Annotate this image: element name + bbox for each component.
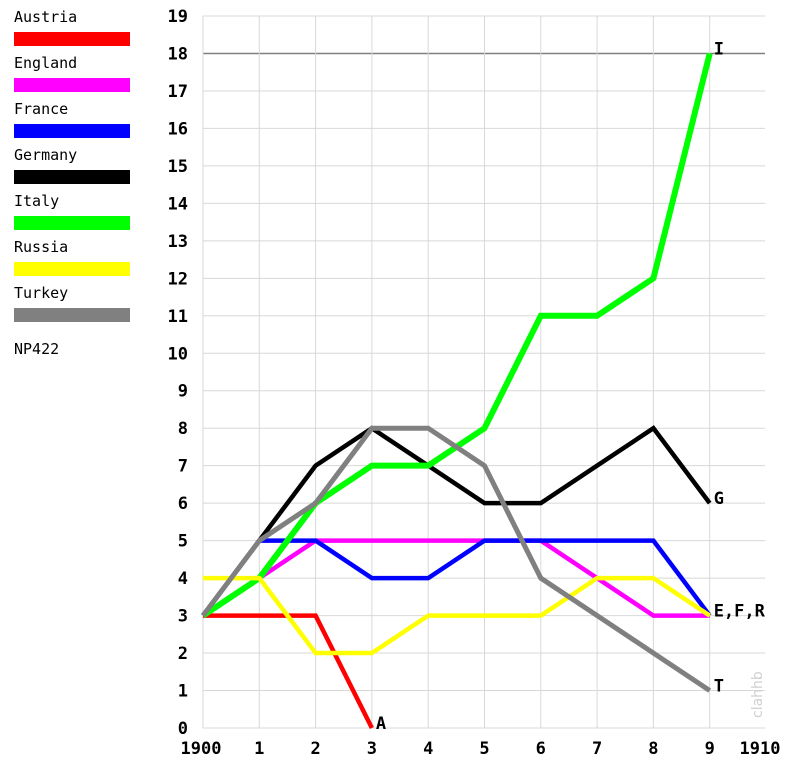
y-tick-label: 11 bbox=[168, 307, 188, 327]
x-tick-label: 6 bbox=[536, 739, 546, 759]
y-tick-label: 8 bbox=[178, 419, 188, 439]
legend-swatch bbox=[14, 124, 130, 138]
y-tick-label: 4 bbox=[178, 569, 188, 589]
x-tick-label: 1900 bbox=[181, 739, 222, 759]
series-end-label: E,F,R bbox=[714, 602, 766, 622]
legend-item-russia: Russia bbox=[14, 238, 134, 284]
y-tick-label: 2 bbox=[178, 644, 188, 664]
y-tick-label: 9 bbox=[178, 382, 188, 402]
y-tick-label: 6 bbox=[178, 494, 188, 514]
y-tick-label: 12 bbox=[168, 269, 188, 289]
y-tick-label: 17 bbox=[168, 82, 188, 102]
x-tick-label: 4 bbox=[423, 739, 433, 759]
series-end-label: A bbox=[376, 714, 386, 734]
y-tick-label: 0 bbox=[178, 719, 188, 739]
x-tick-label: 2 bbox=[310, 739, 320, 759]
legend-item-turkey: Turkey bbox=[14, 284, 134, 330]
y-tick-label: 19 bbox=[168, 7, 188, 27]
legend-swatch bbox=[14, 262, 130, 276]
legend-swatch bbox=[14, 32, 130, 46]
legend-swatch bbox=[14, 170, 130, 184]
chart-series bbox=[201, 52, 713, 730]
y-tick-label: 18 bbox=[168, 44, 188, 64]
series-line-austria bbox=[203, 613, 374, 730]
series-end-label: T bbox=[714, 677, 724, 697]
x-tick-label: 1 bbox=[254, 739, 264, 759]
legend-label: Russia bbox=[14, 238, 69, 256]
chart-grid bbox=[202, 15, 765, 729]
series-line-turkey bbox=[201, 425, 712, 693]
legend-label: Austria bbox=[14, 8, 78, 26]
legend-item-italy: Italy bbox=[14, 192, 134, 238]
x-tick-label: 7 bbox=[592, 739, 602, 759]
y-tick-label: 14 bbox=[168, 194, 188, 214]
legend: Austria England France Germany Italy Russia Tu… bbox=[14, 8, 134, 330]
y-tick-label: 7 bbox=[178, 457, 188, 477]
legend-label: Turkey bbox=[14, 284, 69, 302]
x-tick-label: 8 bbox=[648, 739, 658, 759]
y-tick-label: 1 bbox=[178, 682, 188, 702]
variant-label: NP422 bbox=[14, 340, 60, 358]
legend-label: Germany bbox=[14, 146, 78, 164]
x-axis-ticks: 1900 1 2 3 4 5 6 7 8 9 1910 bbox=[181, 739, 781, 759]
y-tick-label: 13 bbox=[168, 232, 188, 252]
legend-item-austria: Austria bbox=[14, 8, 134, 54]
y-tick-label: 10 bbox=[168, 344, 188, 364]
y-tick-label: 3 bbox=[178, 607, 188, 627]
legend-swatch bbox=[14, 308, 130, 322]
series-line-russia bbox=[203, 575, 711, 656]
series-line-germany bbox=[201, 425, 712, 617]
x-tick-label: 1910 bbox=[740, 739, 781, 759]
legend-swatch bbox=[14, 78, 130, 92]
legend-label: England bbox=[14, 54, 78, 72]
watermark: clahhb bbox=[750, 671, 766, 718]
series-end-label: G bbox=[714, 489, 724, 509]
y-tick-label: 5 bbox=[178, 532, 188, 552]
legend-label: Italy bbox=[14, 192, 60, 210]
x-tick-label: 9 bbox=[705, 739, 715, 759]
legend-item-france: France bbox=[14, 100, 134, 146]
legend-item-germany: Germany bbox=[14, 146, 134, 192]
y-tick-label: 16 bbox=[168, 119, 188, 139]
legend-item-england: England bbox=[14, 54, 134, 100]
x-tick-label: 5 bbox=[479, 739, 489, 759]
series-end-label: I bbox=[714, 39, 724, 59]
x-tick-label: 3 bbox=[367, 739, 377, 759]
legend-label: France bbox=[14, 100, 69, 118]
series-end-labels: A I G E,F,R T bbox=[376, 39, 766, 734]
y-tick-label: 15 bbox=[168, 157, 188, 177]
legend-swatch bbox=[14, 216, 130, 230]
series-line-italy bbox=[201, 52, 713, 619]
series-line-england bbox=[201, 538, 710, 618]
